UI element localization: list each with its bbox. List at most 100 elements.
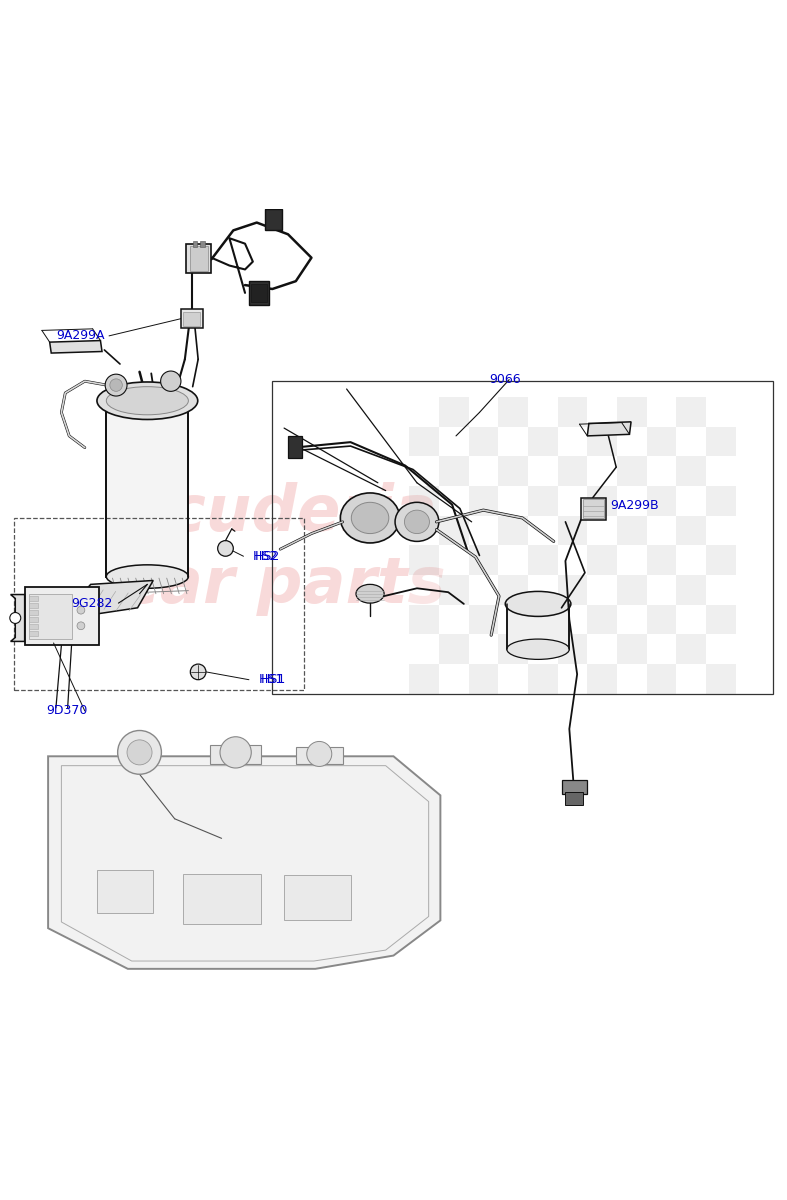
- Bar: [498, 605, 528, 635]
- Bar: [439, 664, 468, 694]
- Bar: [409, 516, 439, 545]
- Bar: [187, 244, 212, 274]
- Bar: [468, 605, 498, 635]
- Text: scuderia
car parts: scuderia car parts: [122, 482, 446, 616]
- Ellipse shape: [356, 584, 384, 604]
- Bar: [468, 575, 498, 605]
- Text: 9A299B: 9A299B: [611, 499, 660, 512]
- Bar: [468, 456, 498, 486]
- Bar: [28, 617, 38, 622]
- Bar: [409, 486, 439, 516]
- Circle shape: [307, 742, 332, 767]
- Polygon shape: [60, 581, 153, 619]
- Bar: [561, 780, 586, 793]
- Bar: [498, 456, 528, 486]
- Bar: [439, 426, 468, 456]
- Bar: [587, 426, 617, 456]
- Bar: [587, 545, 617, 575]
- Bar: [97, 870, 153, 912]
- Bar: [587, 486, 617, 516]
- Bar: [288, 436, 302, 457]
- Circle shape: [220, 737, 251, 768]
- Bar: [498, 635, 528, 664]
- Bar: [468, 486, 498, 516]
- Bar: [498, 545, 528, 575]
- Bar: [565, 792, 582, 805]
- Bar: [284, 875, 350, 920]
- Text: 9G282: 9G282: [72, 596, 113, 610]
- Bar: [528, 516, 558, 545]
- Bar: [296, 746, 342, 764]
- Bar: [647, 516, 676, 545]
- Bar: [498, 516, 528, 545]
- Bar: [617, 397, 647, 426]
- Ellipse shape: [97, 382, 198, 420]
- Text: HS1: HS1: [260, 673, 286, 686]
- Bar: [183, 312, 201, 325]
- Bar: [528, 426, 558, 456]
- Bar: [558, 426, 587, 456]
- Bar: [24, 587, 99, 646]
- Bar: [617, 545, 647, 575]
- Bar: [558, 664, 587, 694]
- Bar: [468, 426, 498, 456]
- Bar: [409, 545, 439, 575]
- Bar: [264, 209, 282, 229]
- Polygon shape: [587, 422, 631, 436]
- Bar: [28, 610, 38, 614]
- Bar: [528, 397, 558, 426]
- Bar: [676, 635, 706, 664]
- Bar: [706, 397, 736, 426]
- Bar: [528, 635, 558, 664]
- Ellipse shape: [405, 510, 430, 534]
- Bar: [528, 456, 558, 486]
- Bar: [528, 664, 558, 694]
- Bar: [617, 486, 647, 516]
- Bar: [498, 426, 528, 456]
- Ellipse shape: [106, 565, 188, 588]
- Bar: [468, 516, 498, 545]
- Bar: [528, 486, 558, 516]
- Bar: [28, 631, 38, 636]
- Bar: [617, 516, 647, 545]
- Polygon shape: [48, 756, 441, 968]
- Bar: [528, 575, 558, 605]
- Bar: [439, 635, 468, 664]
- Bar: [409, 605, 439, 635]
- Bar: [587, 605, 617, 635]
- Bar: [409, 575, 439, 605]
- Bar: [28, 596, 38, 601]
- Circle shape: [161, 371, 181, 391]
- Bar: [617, 664, 647, 694]
- Bar: [468, 635, 498, 664]
- Bar: [647, 664, 676, 694]
- Ellipse shape: [351, 503, 389, 534]
- Bar: [201, 240, 205, 247]
- Circle shape: [9, 612, 20, 624]
- Bar: [676, 486, 706, 516]
- Circle shape: [117, 731, 161, 774]
- Polygon shape: [50, 341, 102, 353]
- Bar: [706, 545, 736, 575]
- Ellipse shape: [106, 390, 188, 419]
- Bar: [439, 545, 468, 575]
- Bar: [647, 426, 676, 456]
- Bar: [581, 498, 606, 520]
- Bar: [439, 397, 468, 426]
- Text: 9D370: 9D370: [46, 704, 87, 718]
- Bar: [617, 575, 647, 605]
- Bar: [706, 426, 736, 456]
- Bar: [647, 545, 676, 575]
- Bar: [558, 635, 587, 664]
- Bar: [558, 516, 587, 545]
- Bar: [498, 664, 528, 694]
- Bar: [617, 605, 647, 635]
- Bar: [676, 605, 706, 635]
- Bar: [28, 594, 72, 640]
- Bar: [582, 499, 604, 518]
- Bar: [617, 635, 647, 664]
- Text: HS2: HS2: [254, 550, 279, 563]
- Bar: [587, 516, 617, 545]
- Bar: [587, 664, 617, 694]
- Bar: [272, 382, 773, 694]
